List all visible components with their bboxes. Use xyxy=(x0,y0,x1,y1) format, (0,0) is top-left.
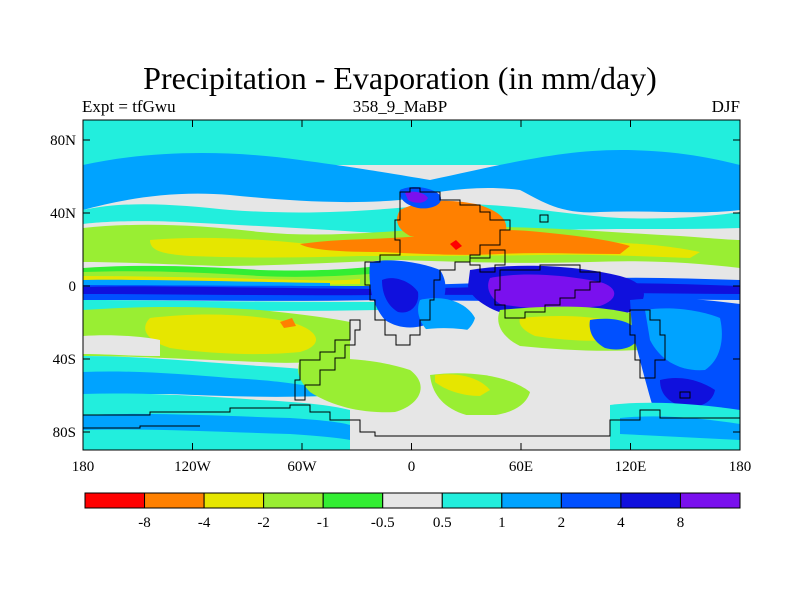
map-title: Precipitation - Evaporation (in mm/day) xyxy=(143,60,657,96)
y-tick-label: 80N xyxy=(50,133,76,149)
colorbar-swatch xyxy=(263,492,324,509)
colorbar-label: 4 xyxy=(617,515,625,531)
x-tick-label: 0 xyxy=(408,459,416,475)
continent-outlines xyxy=(83,187,740,437)
colorbar-swatch xyxy=(501,492,562,509)
colorbar-label: 2 xyxy=(558,515,566,531)
colorbar-swatch xyxy=(560,492,622,509)
colorbar-label: 8 xyxy=(677,515,685,531)
y-tick-label: 80S xyxy=(53,425,76,441)
colorbar-swatch xyxy=(203,492,265,509)
x-tick-label: 120E xyxy=(615,459,647,475)
season-label: DJF xyxy=(711,97,740,116)
time-label: 358_9_MaBP xyxy=(352,97,448,116)
colorbar-label: -1 xyxy=(317,515,330,531)
y-tick-label: 0 xyxy=(69,279,77,295)
colorbar-label: 0.5 xyxy=(433,515,452,531)
x-tick-label: 180 xyxy=(72,459,95,475)
contour-field xyxy=(83,120,740,450)
colorbar-label: -2 xyxy=(257,515,270,531)
x-tick-label: 120W xyxy=(174,459,212,475)
colorbar-label: 1 xyxy=(498,515,506,531)
colorbar: -8 -4 -2 -1 -0.5 0.5 1 2 4 8 xyxy=(84,492,741,531)
y-tick-label: 40S xyxy=(53,352,76,368)
colorbar-swatch xyxy=(679,492,741,509)
x-tick-label: 60E xyxy=(509,459,533,475)
colorbar-swatch xyxy=(84,492,146,509)
colorbar-swatch xyxy=(382,492,443,509)
y-axis: 80N 40N 0 40S 80S xyxy=(50,133,740,441)
colorbar-label: -0.5 xyxy=(371,515,395,531)
x-axis: 180 120W 60W 0 60E 120E 180 xyxy=(72,120,752,475)
experiment-label: Expt = tfGwu xyxy=(82,97,176,116)
colorbar-label: -4 xyxy=(198,515,211,531)
y-tick-label: 40N xyxy=(50,206,76,222)
colorbar-label: -8 xyxy=(138,515,151,531)
x-tick-label: 60W xyxy=(287,459,317,475)
colorbar-swatch xyxy=(144,492,205,509)
x-tick-label: 180 xyxy=(729,459,752,475)
colorbar-swatch xyxy=(322,492,384,509)
colorbar-swatch xyxy=(441,492,503,509)
colorbar-swatch xyxy=(620,492,681,509)
